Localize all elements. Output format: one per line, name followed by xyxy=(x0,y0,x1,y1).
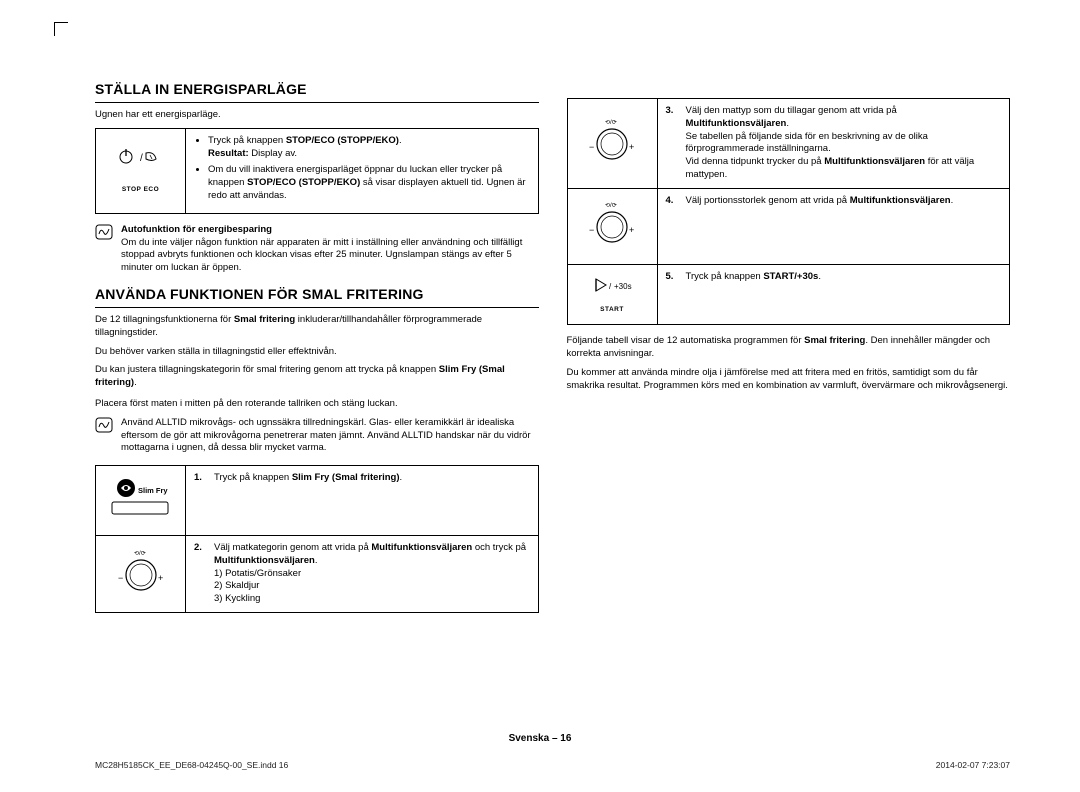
step-number: 4. xyxy=(666,195,680,208)
start-label: START xyxy=(572,306,653,315)
manual-page: STÄLLA IN ENERGISPARLÄGE Ugnen har ett e… xyxy=(0,0,1080,792)
slimfry-steps-right: ⟲/⟳ − + 3. Välj den mattyp som du tillag… xyxy=(567,98,1011,325)
start-icon: / +30s xyxy=(582,275,642,305)
print-metadata: MC28H5185CK_EE_DE68-04245Q-00_SE.indd 16… xyxy=(95,760,1010,770)
slim-fry-icon: Slim Fry xyxy=(106,476,176,520)
note-text: Använd ALLTID mikrovågs- och ugnssäkra t… xyxy=(121,417,539,455)
section-heading-energy: STÄLLA IN ENERGISPARLÄGE xyxy=(95,80,539,103)
print-timestamp: 2014-02-07 7:23:07 xyxy=(936,760,1010,770)
svg-text:⟲/⟳: ⟲/⟳ xyxy=(605,120,617,126)
energy-intro: Ugnen har ett energisparläge. xyxy=(95,109,539,122)
after-table-p1: Följande tabell visar de 12 automatiska … xyxy=(567,335,1011,361)
note-icon xyxy=(95,224,113,275)
table-row: / STOP ECO Tryck på knappen STOP/ECO (ST… xyxy=(96,128,539,213)
left-column: STÄLLA IN ENERGISPARLÄGE Ugnen har ett e… xyxy=(95,80,539,623)
dial-icon-cell: ⟲/⟳ − + xyxy=(567,188,657,264)
table-row: ⟲/⟳ − + 4. Välj portionsstorlek genom at… xyxy=(567,188,1010,264)
svg-text:−: − xyxy=(118,573,123,583)
svg-text:−: − xyxy=(589,225,594,235)
step-text: Tryck på knappen Slim Fry (Smal friterin… xyxy=(214,472,530,485)
step2-cell: 2. Välj matkategorin genom att vrida på … xyxy=(186,536,539,613)
crop-mark xyxy=(54,22,68,36)
dial-icon-cell: ⟲/⟳ − + xyxy=(96,536,186,613)
slimfry-button-cell: Slim Fry xyxy=(96,466,186,536)
slim-fry-label: Slim Fry xyxy=(138,486,168,495)
stop-eco-icon-cell: / STOP ECO xyxy=(96,128,186,213)
indd-filename: MC28H5185CK_EE_DE68-04245Q-00_SE.indd 16 xyxy=(95,760,288,770)
svg-text:+: + xyxy=(629,225,634,235)
table-row: ⟲/⟳ − + 3. Välj den mattyp som du tillag… xyxy=(567,99,1010,189)
stop-eco-label: STOP ECO xyxy=(100,186,181,195)
dial-icon: ⟲/⟳ − + xyxy=(112,547,170,597)
step-number: 3. xyxy=(666,105,680,182)
step-text: Välj den mattyp som du tillagar genom at… xyxy=(686,105,1002,182)
table-row: ⟲/⟳ − + 2. Välj matkategorin genom att v… xyxy=(96,536,539,613)
svg-text:⟲/⟳: ⟲/⟳ xyxy=(605,203,617,209)
bullet-item: Om du vill inaktivera energisparläget öp… xyxy=(208,164,530,202)
section-heading-slimfry: ANVÄNDA FUNKTIONEN FÖR SMAL FRITERING xyxy=(95,285,539,308)
step-number: 2. xyxy=(194,542,208,606)
step4-cell: 4. Välj portionsstorlek genom att vrida … xyxy=(657,188,1010,264)
step1-cell: 1. Tryck på knappen Slim Fry (Smal frite… xyxy=(186,466,539,536)
step3-cell: 3. Välj den mattyp som du tillagar genom… xyxy=(657,99,1010,189)
start-icon-cell: / +30s START xyxy=(567,264,657,325)
slimfry-safety-note: Använd ALLTID mikrovågs- och ugnssäkra t… xyxy=(95,417,539,455)
step5-cell: 5. Tryck på knappen START/+30s. xyxy=(657,264,1010,325)
energy-instructions: Tryck på knappen STOP/ECO (STOPP/EKO). R… xyxy=(186,128,539,213)
page-footer: Svenska – 16 xyxy=(0,733,1080,744)
slimfry-p3: Du kan justera tillagningskategorin för … xyxy=(95,364,539,390)
table-row: / +30s START 5. Tryck på knappen START/+… xyxy=(567,264,1010,325)
note-icon xyxy=(95,417,113,455)
svg-text:+: + xyxy=(158,573,163,583)
dial-icon: ⟲/⟳ − + xyxy=(583,116,641,166)
right-column: ⟲/⟳ − + 3. Välj den mattyp som du tillag… xyxy=(567,80,1011,623)
slimfry-p2: Du behöver varken ställa in tillagningst… xyxy=(95,346,539,359)
note-text: Autofunktion för energibesparing Om du i… xyxy=(121,224,539,275)
two-column-layout: STÄLLA IN ENERGISPARLÄGE Ugnen har ett e… xyxy=(95,80,1010,623)
bullet-item: Tryck på knappen STOP/ECO (STOPP/EKO). R… xyxy=(208,135,530,161)
svg-text:/: / xyxy=(609,282,612,291)
energy-autosave-note: Autofunktion för energibesparing Om du i… xyxy=(95,224,539,275)
slimfry-steps-left: Slim Fry 1. Tryck på knappen Slim Fry (S… xyxy=(95,465,539,613)
stop-eco-icon: / xyxy=(110,147,172,187)
slimfry-p4: Placera först maten i mitten på den rote… xyxy=(95,398,539,411)
step-text: Välj matkategorin genom att vrida på Mul… xyxy=(214,542,530,606)
step-number: 1. xyxy=(194,472,208,485)
step-text: Välj portionsstorlek genom att vrida på … xyxy=(686,195,1002,208)
svg-text:⟲/⟳: ⟲/⟳ xyxy=(134,551,146,557)
after-table-p2: Du kommer att använda mindre olja i jämf… xyxy=(567,367,1011,393)
slimfry-p1: De 12 tillagningsfunktionerna för Smal f… xyxy=(95,314,539,340)
step-number: 5. xyxy=(666,271,680,284)
dial-icon: ⟲/⟳ − + xyxy=(583,199,641,249)
table-row: Slim Fry 1. Tryck på knappen Slim Fry (S… xyxy=(96,466,539,536)
svg-text:/: / xyxy=(140,153,143,164)
svg-text:+: + xyxy=(629,142,634,152)
step-text: Tryck på knappen START/+30s. xyxy=(686,271,1002,284)
start-plus30-label: +30s xyxy=(614,282,632,291)
dial-icon-cell: ⟲/⟳ − + xyxy=(567,99,657,189)
energy-table: / STOP ECO Tryck på knappen STOP/ECO (ST… xyxy=(95,128,539,214)
svg-text:−: − xyxy=(589,142,594,152)
